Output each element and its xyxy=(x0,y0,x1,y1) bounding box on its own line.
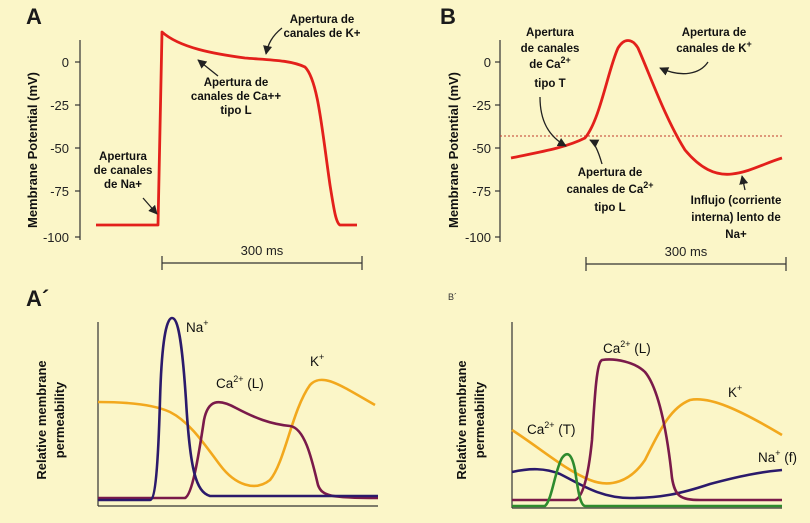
panel-a-prime-k-curve xyxy=(97,378,376,488)
panel-b-tick-label: -50 xyxy=(472,141,491,156)
panel-a-tick-label: -25 xyxy=(50,98,69,113)
panel-b-tick-label: -75 xyxy=(472,184,491,199)
panel-a-prime-ca-label: Ca2+ (L) xyxy=(216,374,264,391)
panel-a-prime-na-label: Na+ xyxy=(186,318,209,335)
panel-a-ticks: 0 -25 -50 -75 -100 xyxy=(43,55,80,245)
svg-text:Apertura de: Apertura de xyxy=(578,167,643,179)
panel-a-action-potential-trace xyxy=(96,30,357,227)
panel-b-prime-na-label: Na+ (f) xyxy=(758,448,797,465)
panel-b-letter: B xyxy=(440,4,456,29)
svg-text:interna) lento de: interna) lento de xyxy=(691,212,780,224)
panel-b-prime-ca-t-curve xyxy=(512,453,782,508)
panel-b-prime-ca-l-curve xyxy=(512,358,782,502)
panel-a-scale-bar: 300 ms xyxy=(161,243,363,270)
svg-text:tipo T: tipo T xyxy=(534,78,565,90)
panel-b-tick-label: -25 xyxy=(472,98,491,113)
panel-a-prime-k-label: K+ xyxy=(310,352,324,369)
panel-a-tick-label: -100 xyxy=(43,230,69,245)
panel-b-k-annotation: Apertura de canales de K+ xyxy=(659,27,752,76)
svg-text:Apertura: Apertura xyxy=(526,27,575,39)
panel-a-ca-annotation: Apertura de canales de Ca++ tipo L xyxy=(191,59,281,117)
panel-a-na-annotation: Apertura de canales de Na+ xyxy=(94,151,158,215)
panel-b-prime-k-label: K+ xyxy=(728,383,742,400)
svg-text:de canales: de canales xyxy=(94,165,153,177)
panel-b-ylabel: Membrane Potential (mV) xyxy=(446,72,461,228)
svg-text:de Na+: de Na+ xyxy=(104,179,142,191)
svg-text:Apertura de: Apertura de xyxy=(682,27,747,39)
panel-b-ca-l-annotation: Apertura de canales de Ca2+ tipo L xyxy=(567,139,654,214)
svg-text:canales de K+: canales de K+ xyxy=(676,39,752,55)
svg-text:canales de K+: canales de K+ xyxy=(283,28,360,40)
panel-a-prime-ylabel: permeability xyxy=(52,381,67,458)
panel-a-k-annotation: Apertura de canales de K+ xyxy=(263,14,361,55)
panel-a-tick-label: -50 xyxy=(50,141,69,156)
panel-b-prime-na-curve xyxy=(511,467,783,500)
panel-a-prime: A´ Relative membrane permeability Na+ Ca… xyxy=(26,286,379,507)
panel-a: A Membrane Potential (mV) 0 -25 -50 -75 … xyxy=(25,4,363,270)
svg-text:de Ca2+: de Ca2+ xyxy=(529,55,571,71)
panel-a-ylabel: Membrane Potential (mV) xyxy=(25,72,40,228)
svg-text:canales de Ca++: canales de Ca++ xyxy=(191,91,281,103)
panel-a-tick-label: 0 xyxy=(62,55,69,70)
svg-text:Apertura de: Apertura de xyxy=(204,77,269,89)
panel-b-prime-ca-t-label: Ca2+ (T) xyxy=(527,420,576,437)
panel-a-prime-letter: A´ xyxy=(26,286,49,311)
svg-text:Na+: Na+ xyxy=(725,229,747,241)
svg-text:canales de Ca2+: canales de Ca2+ xyxy=(567,180,654,196)
panel-b-prime: B´ Relative membrane permeability Ca2+ (… xyxy=(448,292,797,509)
panel-a-letter: A xyxy=(26,4,42,29)
panel-b-ca-t-annotation: Apertura de canales de Ca2+ tipo T xyxy=(521,27,580,147)
svg-text:Apertura de: Apertura de xyxy=(290,14,355,26)
panel-b-prime-letter: B´ xyxy=(448,292,457,302)
panel-b-tick-label: 0 xyxy=(484,55,491,70)
panel-b-tick-label: -100 xyxy=(465,230,491,245)
panel-b-ticks: 0 -25 -50 -75 -100 xyxy=(465,55,500,245)
panel-a-scale-label: 300 ms xyxy=(241,243,284,258)
panel-b-scale-bar: 300 ms xyxy=(585,244,787,271)
panel-a-prime-ca-l-curve xyxy=(98,400,379,500)
svg-text:de canales: de canales xyxy=(521,43,580,55)
panel-a-prime-ylabel: Relative membrane xyxy=(34,360,49,479)
svg-text:Apertura: Apertura xyxy=(99,151,148,163)
panel-b-na-annotation: Influjo (corriente interna) lento de Na+ xyxy=(691,175,782,241)
panel-b-prime-ca-l-label: Ca2+ (L) xyxy=(603,339,651,356)
svg-text:tipo L: tipo L xyxy=(220,105,251,117)
panel-b-action-potential-trace xyxy=(510,39,783,176)
panel-a-prime-na-curve xyxy=(98,316,378,502)
panel-a-tick-label: -75 xyxy=(50,184,69,199)
panel-b-scale-label: 300 ms xyxy=(665,244,708,259)
panel-b-prime-k-curve xyxy=(511,398,783,485)
panel-b-prime-ylabel: Relative membrane xyxy=(454,360,469,479)
svg-text:Influjo (corriente: Influjo (corriente xyxy=(691,195,782,207)
svg-text:tipo L: tipo L xyxy=(594,202,625,214)
panel-b: B Membrane Potential (mV) 0 -25 -50 -75 … xyxy=(440,4,787,271)
panel-b-prime-ylabel: permeability xyxy=(472,381,487,458)
